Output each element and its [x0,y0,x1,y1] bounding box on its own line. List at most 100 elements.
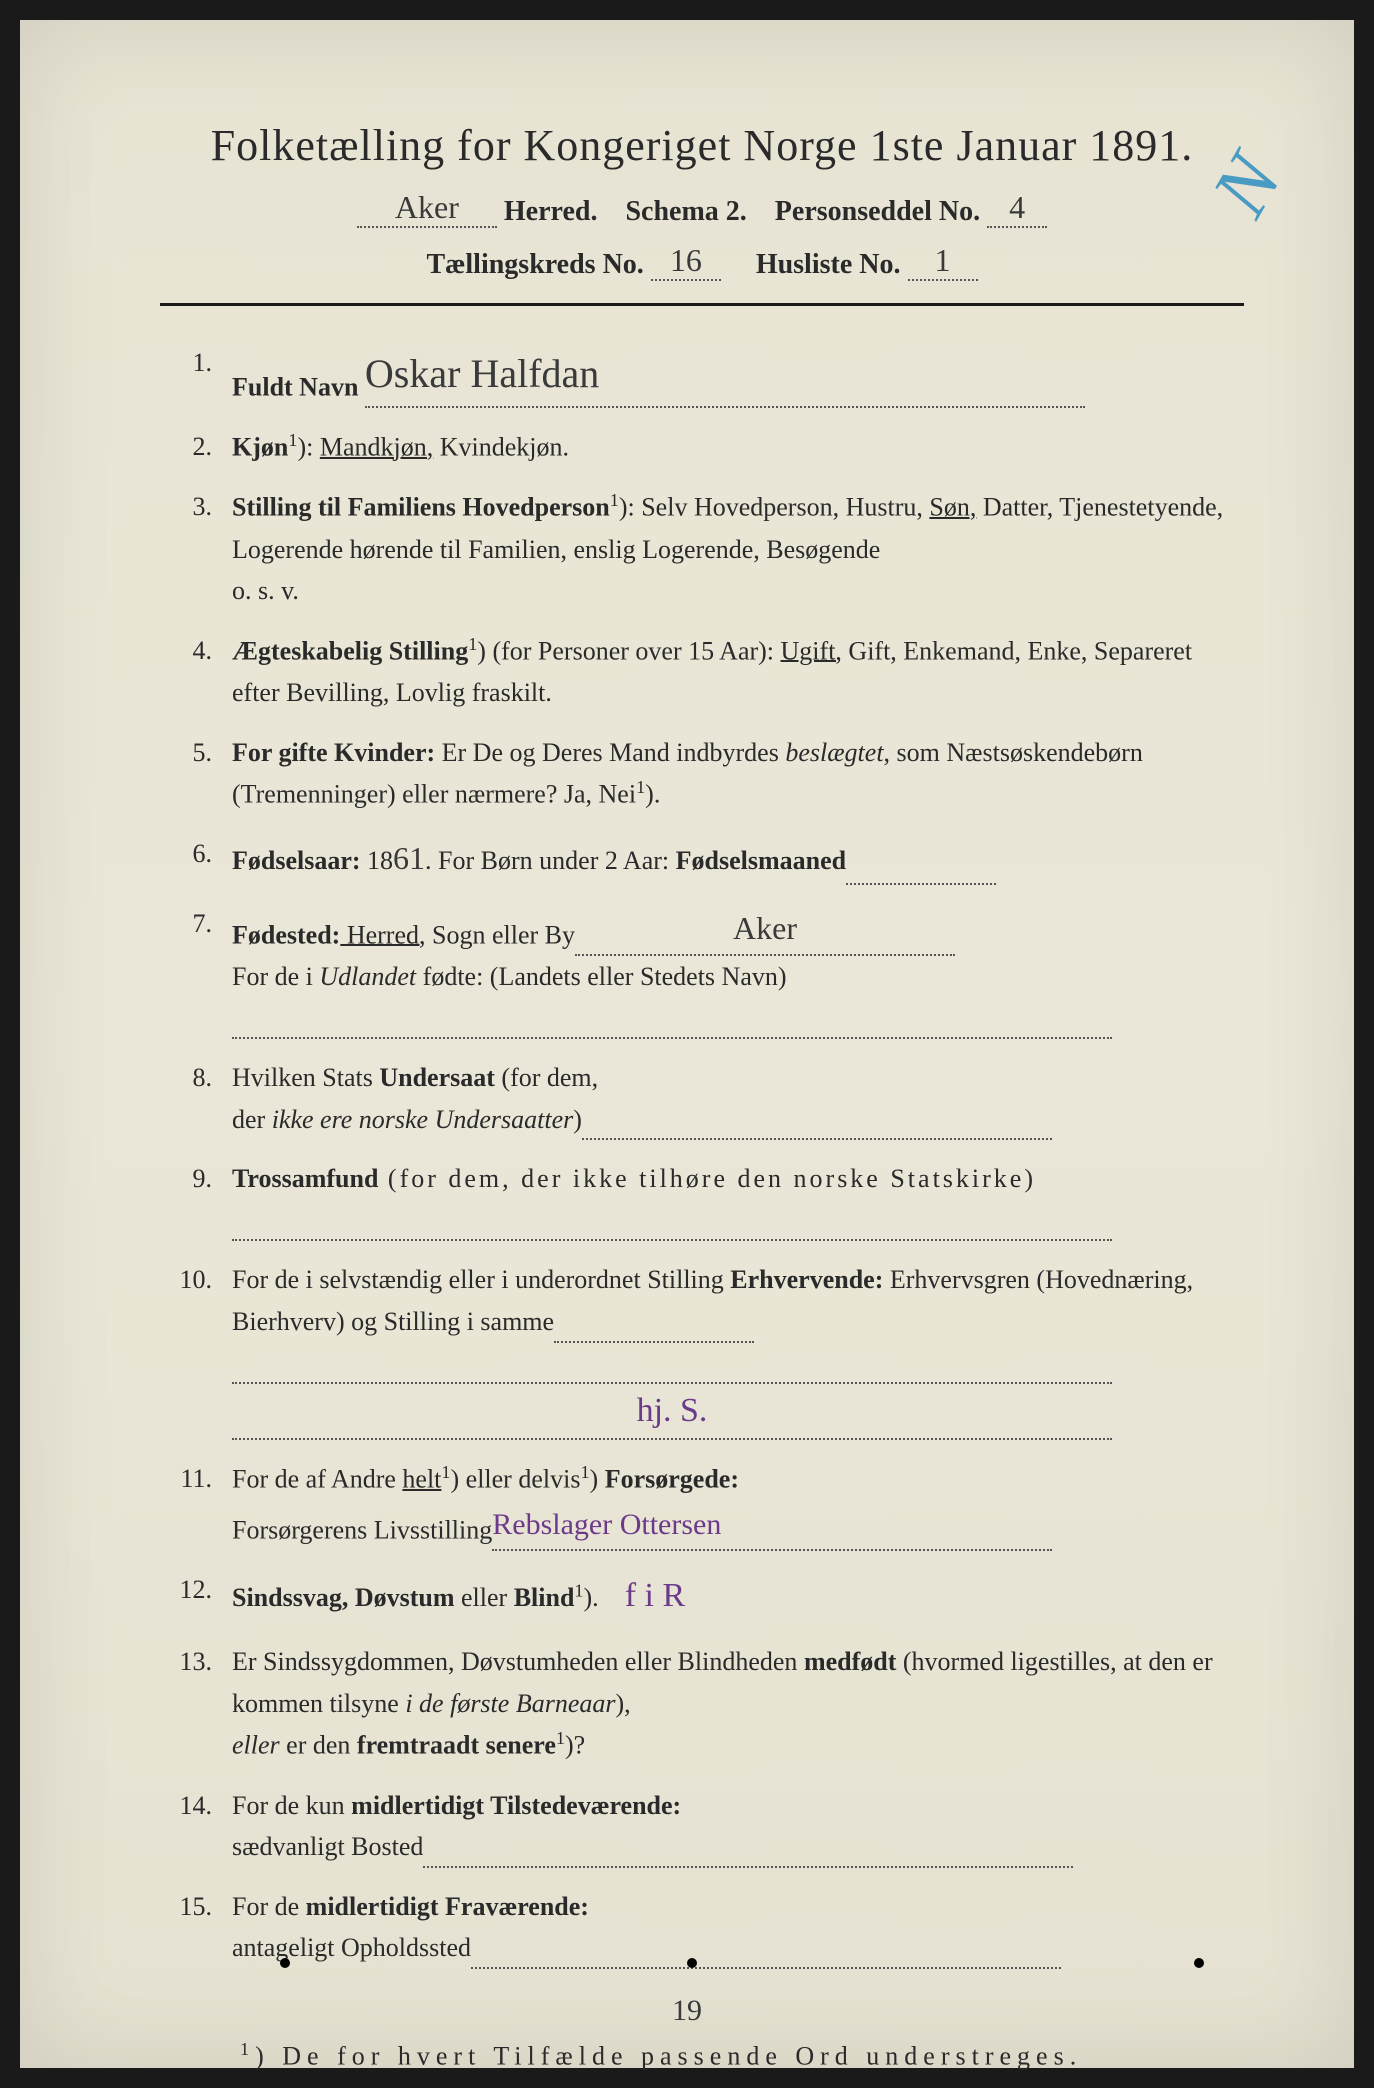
item-label: Ægteskabelig Stilling [232,636,468,665]
item-num: 10. [170,1259,232,1440]
husliste-label: Husliste No. [756,249,901,280]
item-num: 11. [170,1458,232,1550]
husliste-value: 1 [935,242,951,279]
birthplace-value: Aker [733,903,797,954]
page-title: Folketælling for Kongeriget Norge 1ste J… [160,120,1244,171]
schema-label: Schema 2. [625,196,746,227]
personseddel-label: Personseddel No. [775,196,980,227]
taellingskreds-value: 16 [670,242,702,279]
form-items: 1. Fuldt Navn Oskar Halfdan 2. Kjøn1): M… [160,342,1244,1969]
text: ) [590,1465,605,1494]
label2: Blind [514,1583,575,1612]
item-num: 2. [170,426,232,468]
text: ). [584,1583,599,1612]
item-5: 5. For gifte Kvinder: Er De og Deres Man… [170,732,1244,816]
item-num: 6. [170,833,232,884]
sup: 1 [468,634,477,654]
sup: 1 [574,1580,583,1600]
sup: 1 [556,1728,565,1748]
text: ). [645,780,660,809]
name-value: Oskar Halfdan [365,342,599,406]
header-line-2: Aker Herred. Schema 2. Personseddel No. … [160,189,1244,228]
item-14: 14. For de kun midlertidigt Tilstedevære… [170,1785,1244,1868]
item-num: 7. [170,903,232,1039]
sup: 1 [580,1462,589,1482]
footnote-text: ) De for hvert Tilfælde passende Ord und… [255,2042,1082,2071]
occupation-value: hj. S. [637,1384,708,1438]
text-ital: i de første Barneaar [405,1689,615,1718]
text: (for dem, der ikke tilhøre den norske St… [378,1164,1036,1193]
item12-annotation: f i R [625,1569,685,1623]
text: For de i [232,962,319,991]
herred-value: Aker [395,189,459,226]
label2: fremtraadt senere [357,1731,556,1760]
item-label: Fødselsaar: [232,846,361,875]
provider-value: Rebslager Ottersen [492,1501,721,1549]
text: antageligt Opholdssted [232,1933,471,1962]
opt-ugift: Ugift, [781,636,842,665]
item-label: Trossamfund [232,1164,378,1193]
text: fødte: (Landets eller Stedets Navn) [416,962,786,991]
text: Er Sindssygdommen, Døvstumheden eller Bl… [232,1647,804,1676]
item-num: 9. [170,1158,232,1241]
text: For de kun [232,1791,351,1820]
item-7: 7. Fødested: Herred, Sogn eller ByAker F… [170,903,1244,1039]
footnote: 1) De for hvert Tilfælde passende Ord un… [160,2039,1244,2072]
opt-helt: helt [402,1465,441,1494]
item-num: 13. [170,1641,232,1766]
header-line-3: Tællingskreds No. 16 Husliste No. 1 [160,242,1244,281]
text: Er De og Deres Mand indbyrdes [435,738,785,767]
item-label: midlertidigt Fraværende: [306,1892,589,1921]
item-6: 6. Fødselsaar: 1861. For Børn under 2 Aa… [170,833,1244,884]
item-label: Stilling til Familiens Hovedperson [232,493,610,522]
item-label: Fuldt Navn [232,372,358,401]
text: . For Børn under 2 Aar: [425,846,676,875]
item-label: Forsørgede: [605,1465,739,1494]
item-label: Erhvervende: [730,1265,883,1294]
sup: 1 [636,777,645,797]
text-ital: beslægtet [785,738,883,767]
item-num: 8. [170,1057,232,1140]
item-label: For gifte Kvinder: [232,738,435,767]
item-num: 15. [170,1886,232,1969]
census-form-page: N Folketælling for Kongeriget Norge 1ste… [20,20,1354,2068]
item-15: 15. For de midlertidigt Fraværende: anta… [170,1886,1244,1969]
text: Forsørgerens Livsstilling [232,1515,492,1544]
dot-mark [280,1958,290,1968]
item-label: midlertidigt Tilstedeværende: [351,1791,681,1820]
item-12: 12. Sindssvag, Døvstum eller Blind1). f … [170,1569,1244,1623]
item-num: 12. [170,1569,232,1623]
herred-label: Herred. [504,196,598,227]
item-1: 1. Fuldt Navn Oskar Halfdan [170,342,1244,408]
text-ital: Udlandet [319,962,416,991]
item-label: medfødt [804,1647,896,1676]
dot-mark [687,1958,697,1968]
text-ital: ikke ere norske Undersaatter [272,1105,574,1134]
item-9: 9. Trossamfund (for dem, der ikke tilhør… [170,1158,1244,1241]
text: ): [297,433,319,462]
text: ): Selv Hovedperson, Hustru, [619,493,930,522]
item-label: Kjøn [232,433,288,462]
text: sædvanligt Bosted [232,1832,423,1861]
opt-mandkjon: Mandkjøn, [320,433,433,462]
item-8: 8. Hvilken Stats Undersaat (for dem, der… [170,1057,1244,1140]
item-num: 1. [170,342,232,408]
item-2: 2. Kjøn1): Mandkjøn, Kvindekjøn. [170,426,1244,468]
text: der [232,1105,272,1134]
item-label: Sindssvag, Døvstum [232,1583,455,1612]
sup: 1 [610,490,619,510]
text: er den [280,1731,357,1760]
text-ital2: eller [232,1731,280,1760]
text: ), [615,1689,630,1718]
item-3: 3. Stilling til Familiens Hovedperson1):… [170,486,1244,611]
item-11: 11. For de af Andre helt1) eller delvis1… [170,1458,1244,1550]
item-13: 13. Er Sindssygdommen, Døvstumheden elle… [170,1641,1244,1766]
item-10: 10. For de i selvstændig eller i underor… [170,1259,1244,1440]
text: ) [573,1105,582,1134]
item-num: 4. [170,630,232,714]
page-number: 19 [672,1994,702,2028]
text: Hvilken Stats [232,1063,379,1092]
header-divider [160,303,1244,306]
text: For de af Andre [232,1465,402,1494]
item-label: Fødested: [232,920,340,949]
